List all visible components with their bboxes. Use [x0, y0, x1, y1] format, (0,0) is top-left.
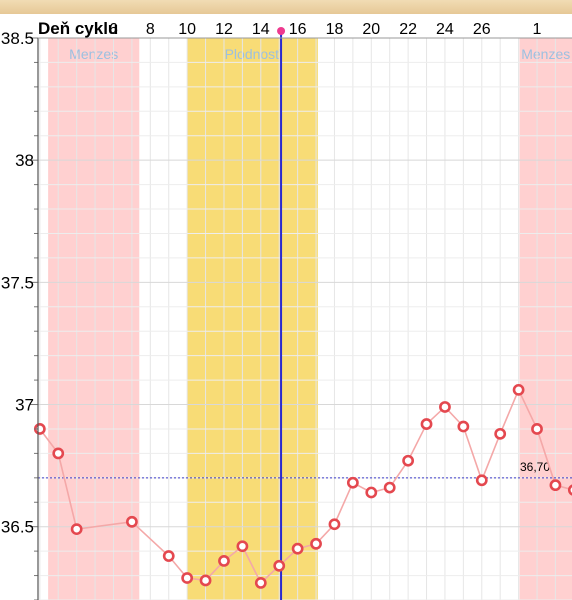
x-axis-title: Deň cyklu	[38, 19, 118, 38]
data-point	[291, 542, 304, 555]
bands-layer: Menzes Plodnosť Menzes	[48, 38, 572, 600]
data-point	[420, 418, 433, 430]
band-label-0: Menzes	[69, 46, 118, 62]
y-tick-label: 36.5	[1, 518, 34, 537]
x-tick-label: 6	[109, 21, 118, 38]
current-day-layer	[277, 27, 286, 600]
data-point	[328, 518, 341, 531]
x-tick-label: 8	[146, 21, 155, 38]
series-layer	[33, 383, 572, 589]
x-tick-label: 1	[533, 21, 542, 38]
data-point	[218, 555, 230, 567]
data-point	[310, 537, 322, 550]
x-tick-label: 10	[178, 21, 196, 38]
data-point	[199, 574, 212, 587]
band-1	[187, 38, 318, 600]
x-tick-label: 16	[289, 21, 307, 38]
y-tick-label: 37.5	[1, 273, 34, 292]
data-point	[512, 383, 525, 396]
y-tick-label: 38	[15, 151, 34, 170]
x-tick-label: 24	[436, 21, 454, 38]
data-point	[383, 481, 396, 494]
y-tick-label: 38.5	[1, 29, 34, 48]
data-point	[70, 523, 83, 536]
data-point	[273, 559, 286, 572]
data-point	[402, 454, 415, 467]
band-label-2: Menzes	[521, 46, 570, 62]
axis-layer: 38.5 38 37.5 37 36.5 6 8 10 12 14 16 18 20 22 24 26 1	[1, 21, 572, 600]
x-tick-label: 20	[362, 21, 380, 38]
x-tick-label: 22	[399, 21, 417, 38]
data-point	[126, 515, 138, 528]
band-label-1: Plodnosť	[225, 46, 282, 62]
band-2	[519, 38, 572, 600]
data-point	[254, 576, 267, 589]
data-point	[365, 486, 378, 499]
data-point	[439, 401, 451, 413]
data-point	[162, 550, 175, 562]
data-point	[494, 427, 507, 440]
data-point	[346, 476, 359, 489]
x-tick-label: 18	[326, 21, 344, 38]
top-wood-strip	[0, 0, 572, 14]
current-day-dot	[277, 27, 286, 35]
y-tick-label: 37	[15, 396, 34, 415]
x-tick-label: 12	[215, 21, 233, 38]
grid-layer	[38, 37, 572, 600]
data-point	[549, 479, 562, 492]
coverline-label: 36,70	[520, 460, 550, 474]
data-point	[457, 420, 470, 433]
data-point	[567, 484, 572, 496]
data-point	[236, 540, 249, 553]
x-tick-label: 26	[473, 21, 491, 38]
x-tick-label: 14	[252, 21, 270, 38]
data-point	[52, 447, 65, 460]
data-point	[181, 572, 194, 584]
data-point	[531, 423, 543, 435]
data-point	[475, 474, 488, 487]
band-0	[48, 38, 140, 600]
